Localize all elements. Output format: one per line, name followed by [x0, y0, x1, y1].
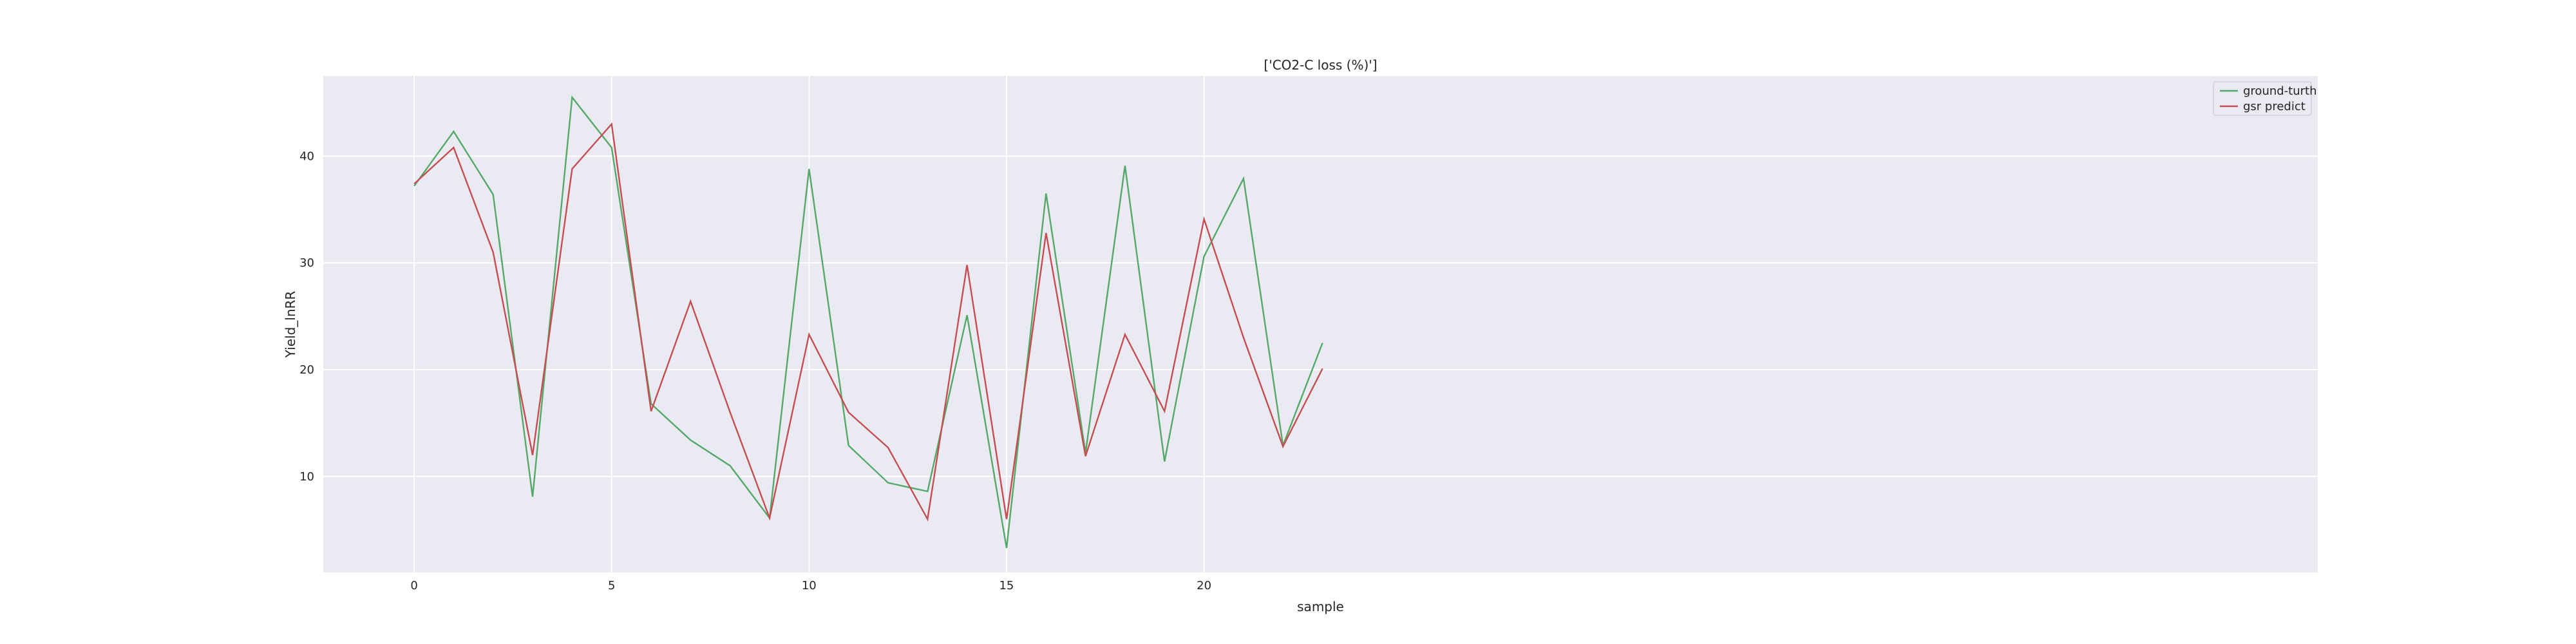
y-tick-label: 30	[299, 256, 314, 270]
y-tick-label: 20	[299, 363, 314, 377]
x-tick-label: 20	[1197, 579, 1211, 592]
legend: ground-turth gsr predict	[2213, 81, 2317, 116]
legend-label-gsr-predict: gsr predict	[2243, 100, 2306, 113]
x-tick-label: 10	[802, 579, 817, 592]
y-tick-label: 40	[299, 149, 314, 163]
legend-label-ground-turth: ground-turth	[2243, 84, 2317, 98]
x-tick-label: 5	[608, 579, 615, 592]
plot-area	[323, 76, 2318, 573]
x-tick-label: 15	[999, 579, 1014, 592]
series-line-ground-turth	[413, 95, 1323, 549]
tick-labels: 0 5 10 15 20 10 20 30 40	[299, 149, 1211, 592]
chart-title: ['CO2-C loss (%)']	[1264, 57, 1377, 73]
y-tick-label: 10	[299, 470, 314, 484]
x-tick-label: 0	[410, 579, 417, 592]
x-axis-label: sample	[1297, 599, 1344, 614]
series-line-gsr-predict	[413, 122, 1323, 522]
grid-lines	[323, 76, 2318, 573]
series-lines	[413, 95, 1323, 549]
y-axis-label: Yield_lnRR	[283, 291, 298, 359]
